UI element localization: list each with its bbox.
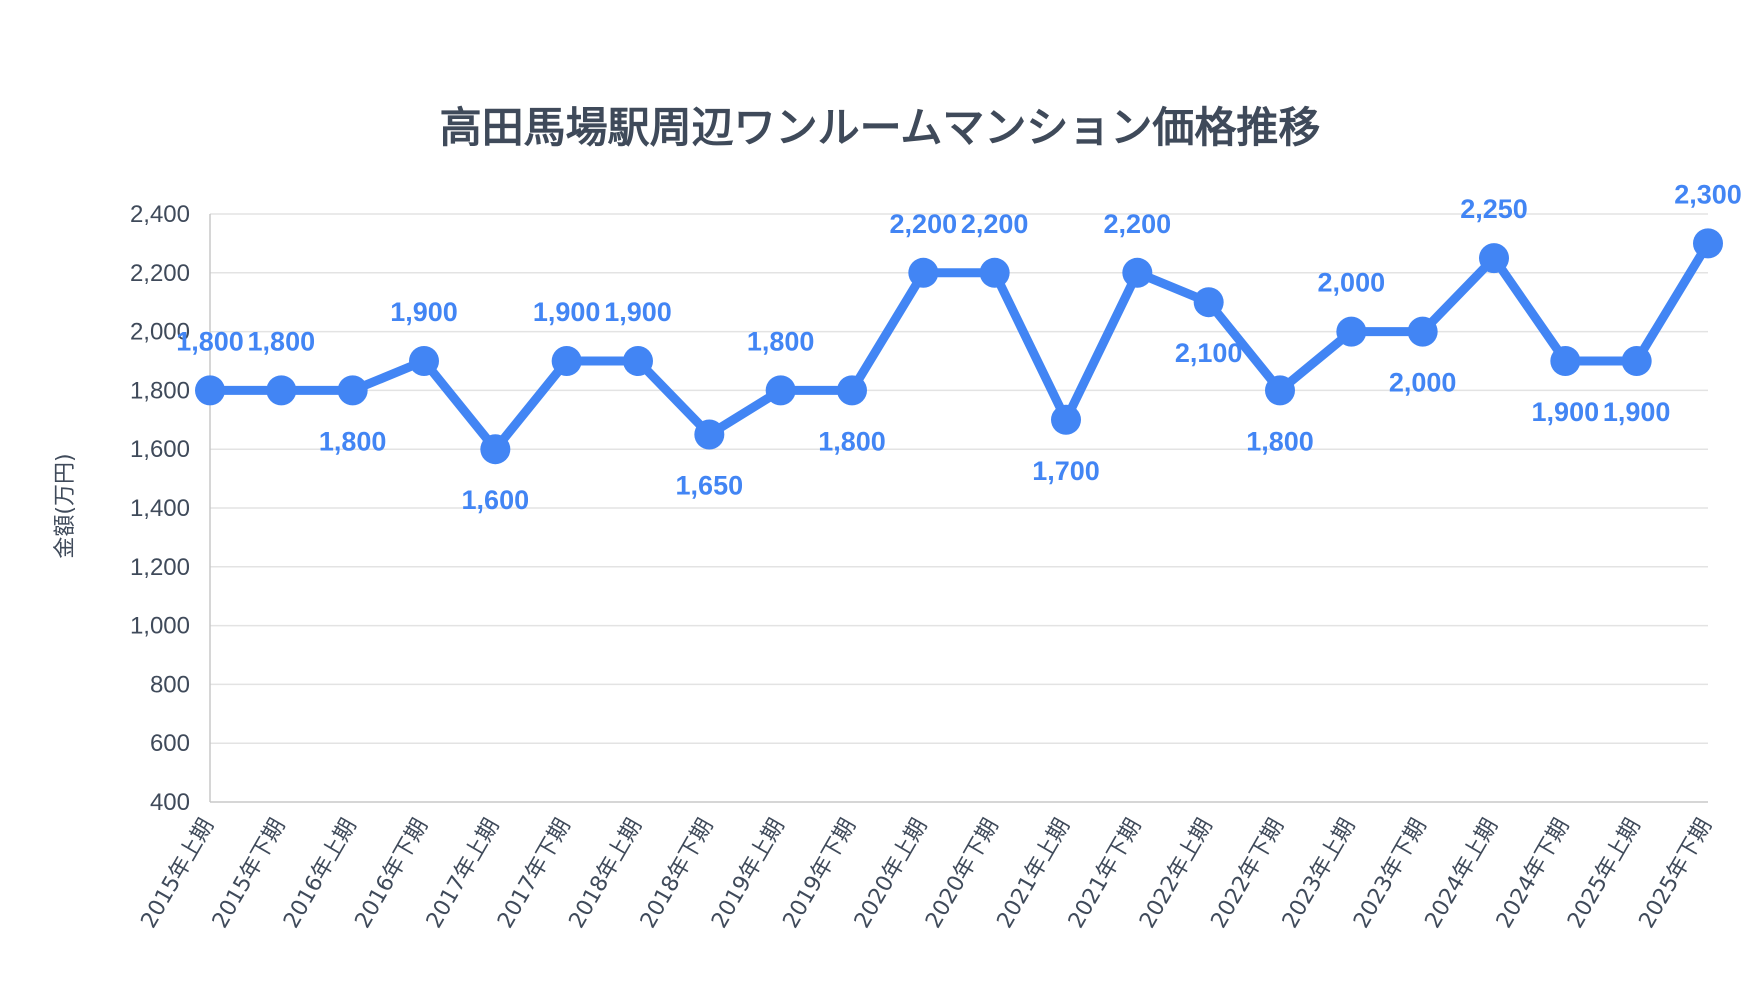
x-tick-label: 2022年上期 xyxy=(1135,815,1218,933)
y-tick-label: 1,000 xyxy=(130,613,190,640)
data-point xyxy=(1051,404,1081,435)
data-point xyxy=(979,257,1010,288)
data-point xyxy=(908,257,939,288)
data-label: 1,900 xyxy=(1603,397,1671,427)
data-label: 1,650 xyxy=(676,471,744,501)
data-label: 1,900 xyxy=(1532,397,1600,427)
x-tick-label: 2025年下期 xyxy=(1635,815,1718,933)
y-axis-ticks: 400 600 800 1,000 1,200 1,400 1,600 1,800 2,000 2… xyxy=(130,201,190,816)
y-tick-label: 1,200 xyxy=(130,554,190,581)
x-tick-label: 2024年下期 xyxy=(1492,815,1575,933)
data-point xyxy=(1479,243,1509,274)
x-tick-label: 2020年下期 xyxy=(921,815,1004,933)
x-tick-label: 2018年上期 xyxy=(565,815,648,933)
x-tick-label: 2020年上期 xyxy=(850,814,933,932)
x-tick-label: 2021年下期 xyxy=(1064,815,1147,933)
data-label: 1,800 xyxy=(248,326,316,356)
data-label: 1,600 xyxy=(462,485,530,515)
data-label: 1,900 xyxy=(390,297,458,327)
y-tick-label: 1,600 xyxy=(130,436,190,463)
data-point xyxy=(765,375,796,406)
chart-title: 高田馬場駅周辺ワンルームマンション価格推移 xyxy=(440,103,1321,152)
data-point xyxy=(337,375,368,406)
x-tick-label: 2016年下期 xyxy=(351,815,434,933)
data-point xyxy=(1265,375,1295,406)
x-tick-label: 2025年上期 xyxy=(1563,815,1646,933)
data-label: 1,700 xyxy=(1032,456,1100,486)
x-tick-label: 2015年上期 xyxy=(137,815,220,933)
axes xyxy=(209,214,1708,803)
data-point xyxy=(409,346,439,376)
data-label: 2,200 xyxy=(890,209,958,239)
data-point xyxy=(480,434,511,465)
y-tick-label: 1,400 xyxy=(130,495,190,522)
x-tick-label: 2019年上期 xyxy=(707,815,790,933)
x-tick-label: 2019年下期 xyxy=(779,815,862,933)
x-tick-label: 2015年下期 xyxy=(208,815,291,933)
data-point xyxy=(195,375,225,406)
data-label: 2,250 xyxy=(1460,194,1528,224)
x-tick-label: 2017年下期 xyxy=(493,815,576,933)
data-label: 1,800 xyxy=(176,326,244,356)
x-tick-label: 2021年上期 xyxy=(993,815,1076,933)
x-tick-label: 2018年下期 xyxy=(636,815,719,933)
data-label: 2,000 xyxy=(1318,268,1386,298)
data-label: 2,200 xyxy=(1104,209,1172,239)
y-axis-label: 金額(万円) xyxy=(53,453,78,558)
x-tick-label: 2024年上期 xyxy=(1421,815,1504,933)
x-tick-label: 2016年上期 xyxy=(279,815,362,933)
data-label: 1,800 xyxy=(319,426,387,456)
x-tick-label: 2023年下期 xyxy=(1349,815,1432,933)
x-tick-label: 2022年下期 xyxy=(1207,815,1290,933)
series-line xyxy=(205,238,1713,454)
data-points xyxy=(195,228,1723,465)
y-tick-label: 600 xyxy=(150,730,190,757)
data-label: 2,200 xyxy=(961,209,1029,239)
data-label: 2,100 xyxy=(1175,338,1243,368)
data-label: 2,000 xyxy=(1389,368,1457,398)
data-point xyxy=(551,346,582,376)
grid-lines xyxy=(210,213,1708,744)
data-point xyxy=(1193,287,1224,318)
y-tick-label: 2,400 xyxy=(130,201,190,228)
y-tick-label: 2,000 xyxy=(130,319,190,346)
data-label: 1,800 xyxy=(1246,426,1314,456)
data-point xyxy=(1621,346,1652,376)
data-label: 1,800 xyxy=(818,426,886,456)
y-tick-label: 800 xyxy=(150,671,190,698)
data-point xyxy=(1550,346,1581,376)
data-point xyxy=(694,419,725,450)
x-tick-label: 2023年上期 xyxy=(1278,815,1361,933)
data-point xyxy=(1122,257,1153,288)
data-point xyxy=(266,375,297,406)
series-line-path xyxy=(205,238,1713,454)
data-point xyxy=(1693,228,1723,259)
y-tick-label: 400 xyxy=(150,789,190,816)
data-point xyxy=(1407,316,1438,347)
data-point xyxy=(837,375,867,406)
data-point xyxy=(1336,316,1367,347)
data-label: 1,900 xyxy=(604,297,672,327)
x-axis-ticks: 2015年上期2015年下期2016年上期2016年下期2017年上期2017年… xyxy=(137,814,1718,932)
y-tick-label: 1,800 xyxy=(130,377,190,404)
data-label: 1,900 xyxy=(533,297,601,327)
data-point xyxy=(623,346,653,376)
data-label: 1,800 xyxy=(747,326,815,356)
data-label: 2,300 xyxy=(1674,179,1742,209)
x-tick-label: 2017年上期 xyxy=(422,815,505,933)
y-tick-label: 2,200 xyxy=(130,260,190,287)
